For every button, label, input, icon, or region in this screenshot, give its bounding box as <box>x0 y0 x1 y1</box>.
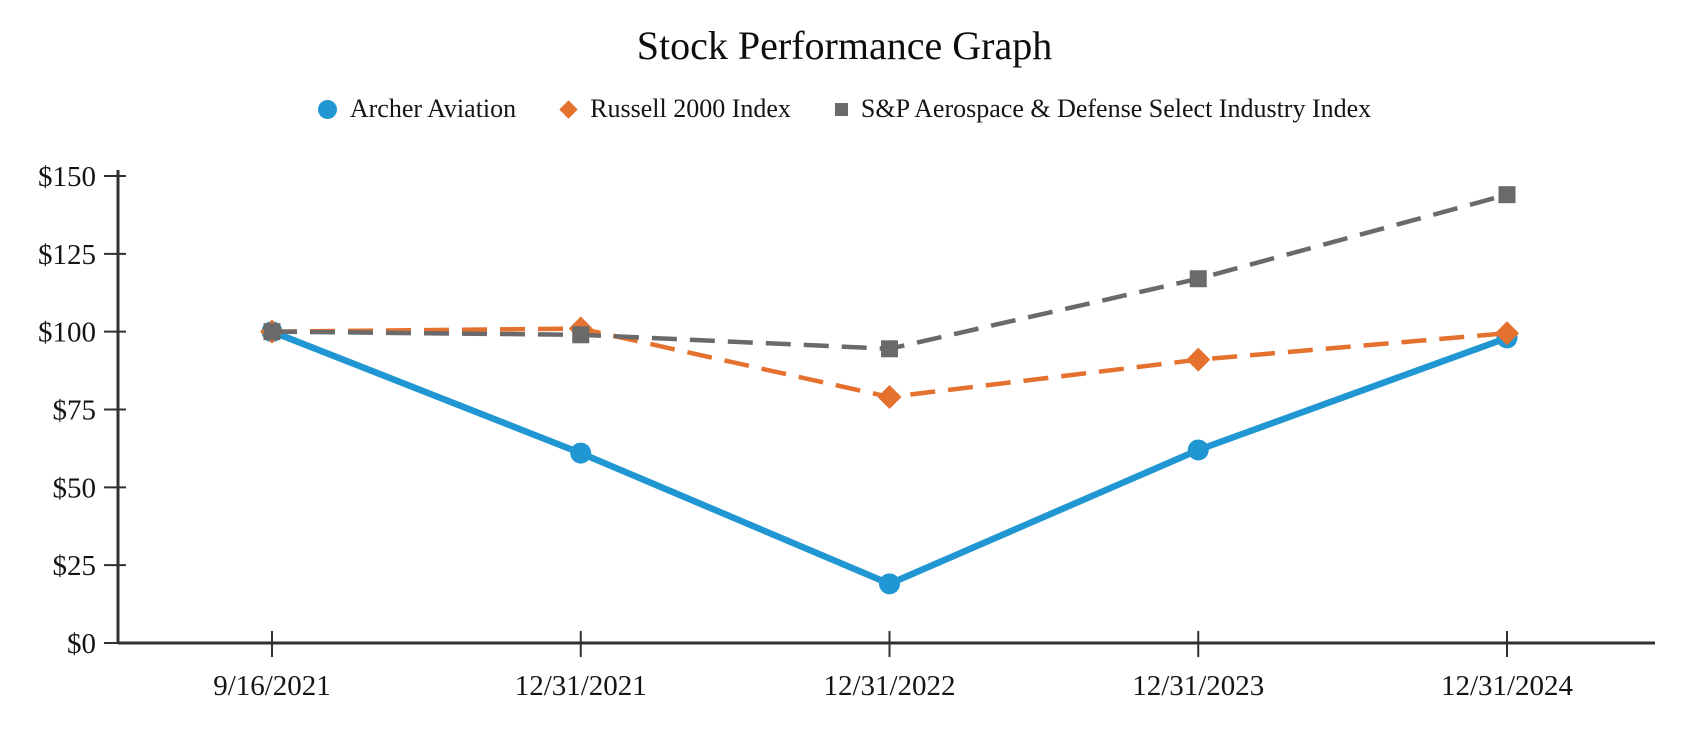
y-axis-tick-label: $75 <box>53 395 97 427</box>
legend-label: S&P Aerospace & Defense Select Industry … <box>860 94 1372 123</box>
series-s-p-aerospace-defense-select-industry-index-line <box>271 192 1508 352</box>
series-russell-2000-index-point <box>877 385 902 410</box>
x-axis-tick-label: 12/31/2021 <box>515 670 647 702</box>
series-archer-aviation-point <box>1187 439 1209 461</box>
legend-item-sp-aerospace-defense: S&P Aerospace & Defense Select Industry … <box>834 94 1372 124</box>
series-s-p-aerospace-defense-select-industry-index-point <box>263 323 281 341</box>
series-russell-2000-index-point <box>1186 347 1211 372</box>
y-axis-tick-label: $25 <box>53 550 97 582</box>
x-axis-tick-label: 12/31/2023 <box>1132 670 1264 702</box>
series-s-p-aerospace-defense-select-industry-index-point <box>881 340 898 358</box>
y-axis-tick-label: $100 <box>38 317 96 349</box>
legend-item-archer-aviation: Archer Aviation <box>317 94 517 124</box>
x-axis-tick-label: 9/16/2021 <box>213 670 331 702</box>
series-s-p-aerospace-defense-select-industry-index-point <box>1498 186 1516 204</box>
chart-legend: Archer Aviation Russell 2000 Index S&P A… <box>0 94 1689 124</box>
series-archer-aviation-point <box>879 573 900 595</box>
y-axis-tick-label: $150 <box>38 161 96 193</box>
x-axis-tick-label: 12/31/2024 <box>1441 670 1574 702</box>
y-axis-tick-label: $50 <box>53 472 97 504</box>
series-russell-2000-index-point <box>1495 321 1519 346</box>
y-axis-tick-label: $0 <box>67 628 96 660</box>
series-s-p-aerospace-defense-select-industry-index-point <box>1189 270 1207 288</box>
circle-marker-icon <box>317 99 337 119</box>
chart-title: Stock Performance Graph <box>636 23 1053 68</box>
y-axis-tick-label: $125 <box>38 239 96 271</box>
series-archer-aviation-point <box>570 442 592 464</box>
legend-item-russell-2000: Russell 2000 Index <box>559 94 791 124</box>
series-s-p-aerospace-defense-select-industry-index-point <box>572 326 590 344</box>
legend-label: Russell 2000 Index <box>590 94 791 123</box>
series-archer-aviation-line <box>270 328 1509 588</box>
legend-label: Archer Aviation <box>349 94 517 123</box>
square-marker-icon <box>834 102 848 116</box>
x-axis-tick-label: 12/31/2022 <box>823 670 955 702</box>
